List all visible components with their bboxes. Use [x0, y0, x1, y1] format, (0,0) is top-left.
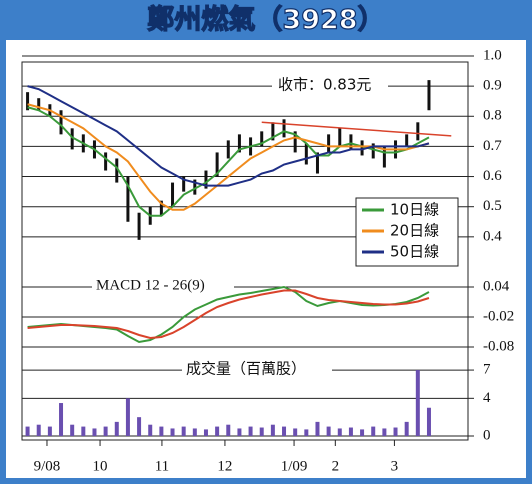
moving-average-line	[27, 85, 430, 187]
y-tick-label: 0.4	[483, 228, 502, 244]
volume-bar	[360, 429, 365, 436]
macd-line	[27, 289, 430, 340]
volume-bar	[81, 426, 86, 436]
y-tick-label: 0.5	[483, 198, 502, 214]
volume-bar	[125, 398, 130, 436]
volume-bar	[315, 421, 320, 436]
annotation: 收市：0.83元	[278, 76, 371, 94]
volume-bar	[203, 429, 208, 436]
volume-bar	[215, 426, 220, 436]
volume-bar	[170, 428, 175, 436]
volume-bar	[371, 426, 376, 436]
volume-bar	[393, 427, 398, 436]
volume-bar	[237, 428, 242, 436]
volume-bar	[415, 370, 420, 436]
legend-label: 20日線	[390, 222, 439, 240]
volume-bar	[426, 407, 431, 436]
volume-bar	[25, 426, 30, 436]
x-tick-label: 12	[217, 458, 232, 474]
volume-bar	[259, 427, 264, 436]
volume-bar	[192, 428, 197, 436]
y-tick-label: 4	[483, 390, 491, 406]
volume-bar	[92, 428, 97, 436]
volume-bar	[337, 428, 342, 436]
volume-bar	[304, 429, 309, 436]
y-tick-label: 7	[483, 362, 491, 378]
trendline	[261, 121, 452, 137]
x-tick-label: 2	[332, 458, 340, 474]
x-tick-label: 3	[391, 458, 399, 474]
panel-title-bg	[182, 359, 332, 379]
volume-bar	[382, 428, 387, 436]
x-tick-label: 9/08	[34, 458, 61, 474]
x-tick-label: 10	[93, 458, 108, 474]
volume-bar	[226, 424, 231, 436]
chart-title: 鄭州燃氣（3928）	[147, 4, 384, 36]
volume-bar	[36, 424, 41, 436]
y-tick-label: 0.7	[483, 138, 502, 154]
x-tick-label: 1/09	[281, 458, 308, 474]
volume-bar	[404, 421, 409, 436]
moving-average-line	[27, 103, 430, 211]
legend-label: 10日線	[390, 201, 439, 219]
volume-bar	[70, 424, 75, 436]
y-tick-label: 0.04	[483, 278, 510, 294]
volume-bar	[248, 426, 253, 436]
volume-bar	[114, 421, 119, 436]
volume-bar	[59, 403, 64, 436]
volume-bar	[137, 417, 142, 436]
y-tick-label: 0.6	[483, 168, 502, 184]
volume-bar	[103, 426, 108, 436]
volume-bar	[348, 427, 353, 436]
volume-bar	[293, 428, 298, 436]
y-tick-label: 0.8	[483, 108, 502, 124]
volume-bar	[282, 426, 287, 436]
x-tick-label: 11	[155, 458, 169, 474]
panel-title: 成交量（百萬股）	[186, 360, 306, 378]
volume-bar	[159, 426, 164, 436]
y-tick-label: -0.08	[483, 338, 514, 354]
volume-bar	[148, 424, 153, 436]
volume-bar	[181, 426, 186, 436]
plot-border	[21, 61, 469, 441]
panel-title-bg	[92, 277, 234, 295]
y-tick-label: -0.02	[483, 308, 514, 324]
y-tick-label: 0.9	[483, 78, 502, 94]
volume-bar	[326, 426, 331, 436]
annotation-bg	[272, 74, 388, 94]
panel-title: MACD 12 - 26(9)	[96, 277, 205, 293]
volume-bar	[47, 426, 52, 436]
y-tick-label: 1.0	[483, 47, 502, 63]
legend-label: 50日線	[390, 243, 439, 261]
y-tick-label: 0	[483, 427, 491, 443]
volume-bar	[270, 424, 275, 436]
